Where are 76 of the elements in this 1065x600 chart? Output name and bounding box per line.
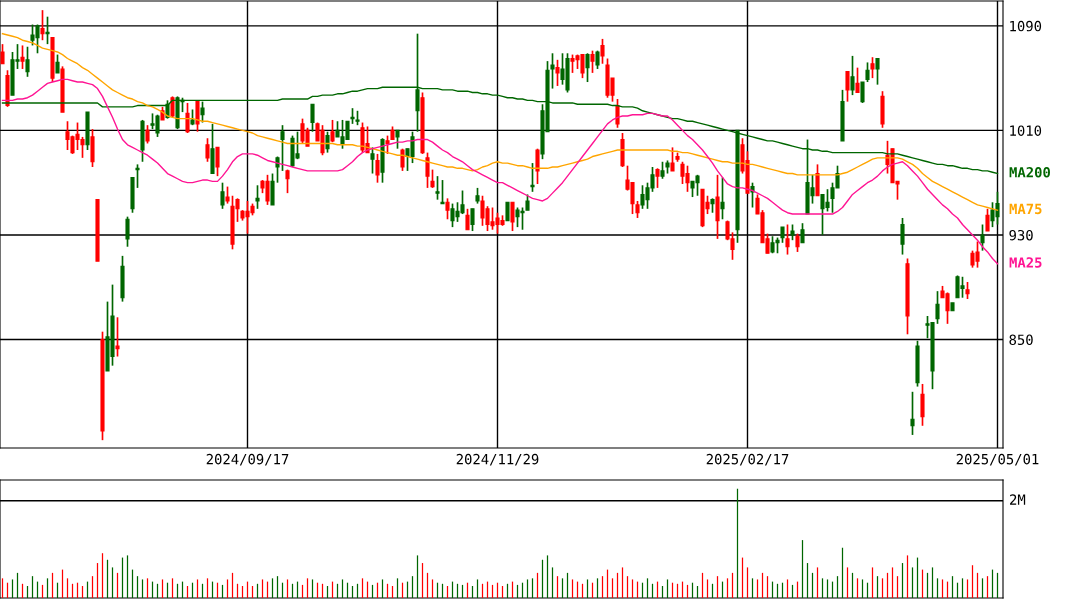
candlestick	[165, 99, 170, 120]
x-tick-label: 2024/11/29	[456, 453, 539, 466]
candlestick	[20, 44, 25, 70]
candlestick	[115, 316, 120, 358]
candlestick	[535, 147, 540, 185]
candlestick	[845, 70, 850, 103]
candlestick	[615, 98, 620, 129]
candlestick	[800, 222, 805, 244]
candlestick	[875, 57, 880, 86]
candlestick	[600, 38, 605, 65]
candlestick	[185, 102, 190, 134]
candlestick	[815, 163, 820, 197]
candlestick	[855, 66, 860, 94]
candlestick	[385, 134, 390, 155]
candlestick	[200, 100, 205, 124]
candlestick	[550, 52, 555, 90]
candlestick	[125, 215, 130, 248]
candlestick	[860, 81, 865, 104]
candlestick	[45, 15, 50, 45]
candlestick	[215, 146, 220, 177]
y-tick-label: 850	[1009, 334, 1033, 346]
candlestick	[135, 163, 140, 189]
ref-line-label: 2M	[1010, 494, 1026, 505]
candlestick	[255, 184, 260, 210]
x-tick-label: 2025/02/17	[706, 453, 789, 466]
candlestick	[445, 197, 450, 221]
candlestick	[985, 207, 990, 232]
candlestick	[715, 173, 720, 240]
candlestick	[655, 167, 660, 189]
series-label: MA75	[1009, 203, 1042, 215]
candlestick	[205, 137, 210, 163]
candlestick	[465, 207, 470, 231]
candlestick	[900, 217, 905, 256]
candlestick	[425, 151, 430, 189]
candlestick	[370, 146, 375, 175]
candlestick	[220, 181, 225, 210]
candlestick	[785, 223, 790, 256]
candlestick	[750, 181, 755, 209]
candlestick	[795, 232, 800, 253]
candlestick	[555, 58, 560, 87]
x-tick-label: 2025/05/01	[956, 453, 1039, 466]
candlestick	[280, 124, 285, 172]
y-tick-label: 1010	[1010, 125, 1042, 136]
candlestick	[590, 49, 595, 74]
candlestick	[310, 103, 315, 133]
candlestick	[25, 45, 30, 78]
candlestick	[850, 55, 855, 96]
y-tick-label: 1090	[1010, 20, 1042, 32]
candlestick	[395, 129, 400, 150]
y-tick-label: 930	[1009, 229, 1033, 241]
candlestick	[270, 172, 275, 206]
series-label: MA25	[1009, 257, 1042, 268]
candlestick	[470, 207, 475, 232]
candlestick	[40, 9, 45, 42]
series-label: MA200	[1009, 167, 1050, 178]
candlestick	[865, 61, 870, 83]
candlestick	[440, 179, 445, 205]
candlestick	[430, 168, 435, 189]
candlestick	[55, 53, 60, 74]
candlestick	[0, 43, 5, 65]
candlestick	[510, 201, 515, 232]
candlestick	[910, 390, 915, 436]
candlestick	[980, 223, 985, 252]
candlestick	[585, 52, 590, 83]
candlestick	[435, 175, 440, 201]
candlestick	[530, 162, 535, 193]
candlestick	[375, 153, 380, 184]
candlestick	[505, 201, 510, 222]
line-series	[1, 78, 999, 265]
candlestick	[670, 146, 675, 172]
candlestick	[720, 176, 725, 221]
x-tick-label: 2024/09/17	[206, 453, 289, 466]
candlestick	[145, 124, 150, 145]
candlestick	[870, 56, 875, 79]
candlestick	[920, 383, 925, 427]
candlestick	[935, 290, 940, 325]
